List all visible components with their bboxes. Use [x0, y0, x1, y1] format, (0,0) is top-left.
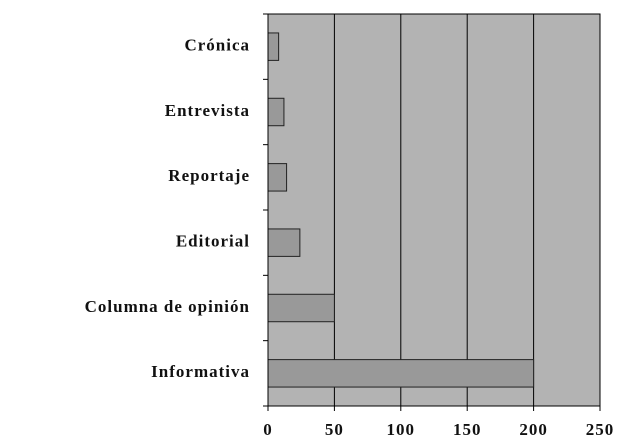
bar [267, 97, 285, 127]
bar [267, 163, 288, 192]
y-tick-label: Informativa [151, 362, 250, 381]
y-tick-label: Entrevista [165, 101, 250, 120]
x-tick-label: 0 [263, 420, 273, 439]
bar [267, 359, 535, 388]
x-tick-label: 200 [519, 420, 548, 439]
y-tick-label: Reportaje [168, 166, 250, 185]
bar [267, 293, 335, 323]
plot-border [267, 13, 601, 407]
x-tick-label: 250 [586, 420, 615, 439]
plot-area [268, 14, 600, 406]
bar [267, 32, 280, 61]
x-tick-label: 150 [453, 420, 482, 439]
y-tick-label: Columna de opinión [85, 297, 250, 316]
y-tick-label: Crónica [184, 36, 250, 55]
x-tick-label: 50 [325, 420, 344, 439]
y-tick-label: Editorial [176, 232, 250, 251]
bar [267, 228, 301, 257]
x-tick-label: 100 [387, 420, 416, 439]
